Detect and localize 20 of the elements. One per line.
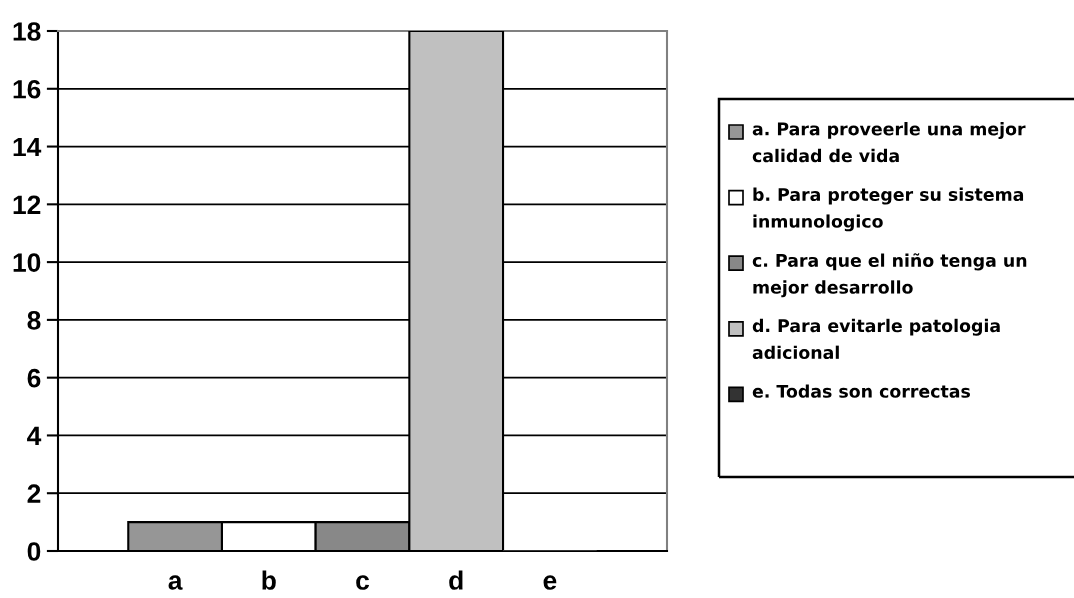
y-tick-label: 18 bbox=[13, 22, 41, 41]
legend-label: c. Para que el niño tenga un mejor desarrollo bbox=[752, 253, 1027, 298]
x-tick-label: b bbox=[262, 570, 276, 590]
y-tick-label: 4 bbox=[27, 426, 42, 446]
x-tick-label: d bbox=[449, 570, 463, 590]
legend-label: a. Para proveerle una mejor calidad de vida bbox=[752, 122, 1026, 163]
y-tick-label: 12 bbox=[13, 195, 41, 214]
legend-label: e. Todas son correctas bbox=[752, 384, 970, 398]
y-tick-label: 8 bbox=[27, 311, 41, 330]
legend-label: b. Para proteger su sistema inmunologico bbox=[753, 187, 1024, 232]
y-tick-label: 0 bbox=[27, 542, 41, 561]
x-tick-label: e bbox=[543, 575, 557, 590]
y-tick-label: 6 bbox=[27, 368, 41, 388]
x-tick-label: a bbox=[168, 575, 183, 590]
y-tick-label: 2 bbox=[27, 484, 41, 503]
y-tick-label: 14 bbox=[13, 137, 42, 157]
y-tick-label: 10 bbox=[13, 253, 41, 272]
x-tick-label: c bbox=[356, 575, 370, 590]
y-tick-label: 16 bbox=[13, 79, 41, 99]
legend-label: d. Para evitarle patologia adicional bbox=[752, 318, 1000, 360]
